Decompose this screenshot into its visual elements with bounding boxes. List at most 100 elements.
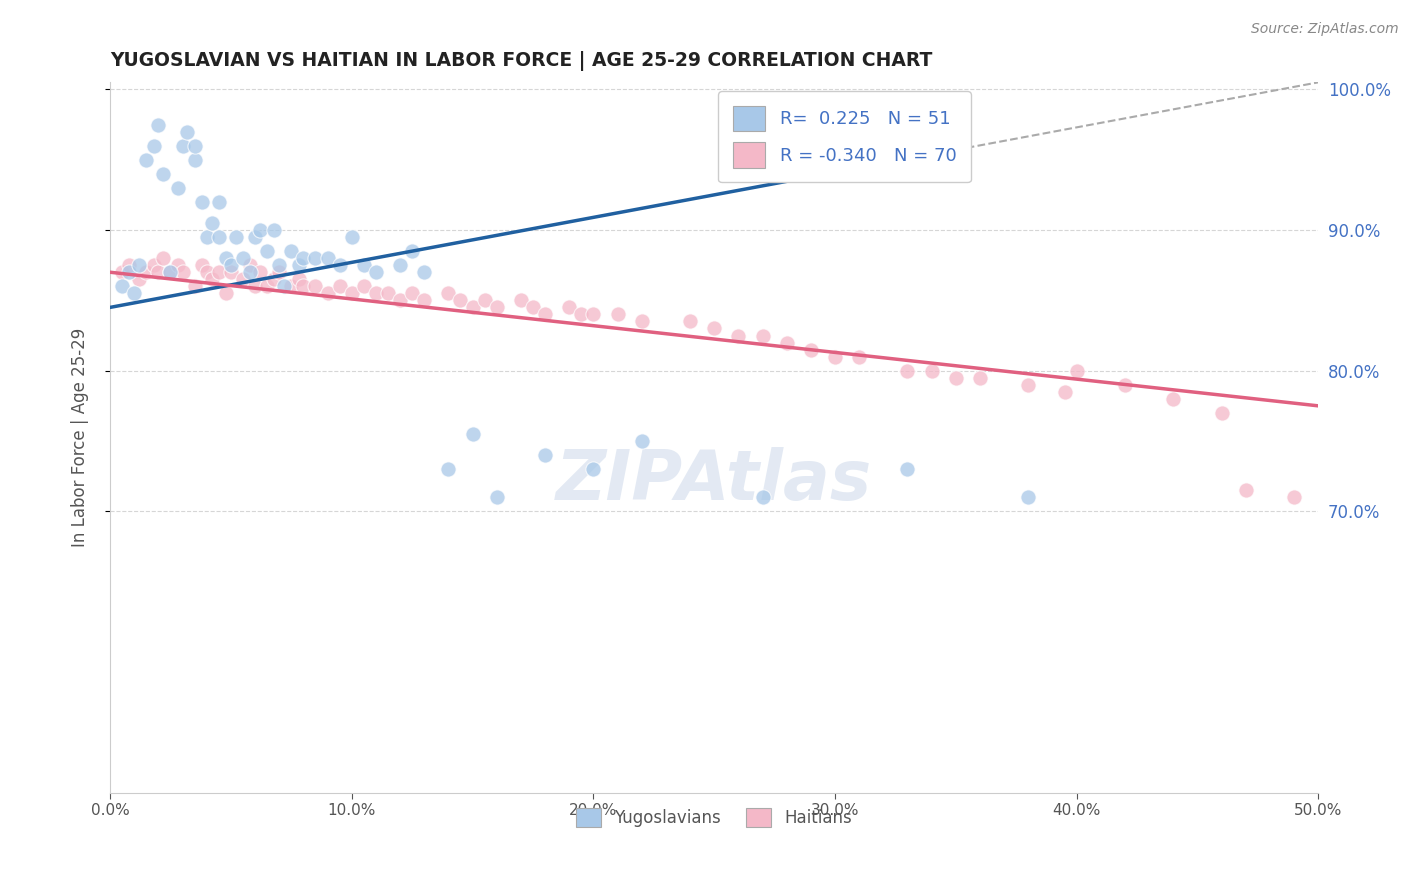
Point [256,244,278,259]
Point [896,364,918,378]
Point [461,427,484,442]
Point [122,286,145,301]
Point [128,272,150,286]
Point [195,230,218,244]
Point [353,258,375,272]
Point [630,314,652,328]
Point [215,251,238,265]
Point [225,230,247,244]
Point [232,251,254,265]
Point [148,265,170,279]
Text: ZIPAtlas: ZIPAtlas [555,447,872,514]
Point [142,258,165,272]
Point [1017,377,1039,392]
Point [195,265,218,279]
Point [582,307,605,321]
Point [249,223,271,237]
Point [269,258,291,272]
Point [1066,364,1088,378]
Point [263,223,285,237]
Point [172,265,194,279]
Point [135,153,157,167]
Point [183,279,205,293]
Point [1234,483,1257,498]
Point [256,279,278,293]
Point [485,301,508,315]
Point [208,194,231,209]
Point [208,265,231,279]
Point [208,230,231,244]
Point [776,335,799,350]
Point [239,265,262,279]
Point [304,279,326,293]
Point [219,258,242,272]
Point [340,286,363,301]
Point [239,258,262,272]
Point [316,251,339,265]
Point [1282,490,1305,504]
Point [800,343,823,357]
Point [437,286,460,301]
Point [152,251,174,265]
Point [389,293,412,308]
Point [848,350,870,364]
Point [364,265,387,279]
Point [1161,392,1184,406]
Point [679,314,702,328]
Point [172,138,194,153]
Point [329,258,352,272]
Point [401,244,423,259]
Point [269,265,291,279]
Point [287,272,309,286]
Point [824,350,846,364]
Point [630,434,652,448]
Point [232,272,254,286]
Point [727,328,749,343]
Point [118,258,141,272]
Point [751,328,773,343]
Point [364,286,387,301]
Point [111,265,134,279]
Y-axis label: In Labor Force | Age 25-29: In Labor Force | Age 25-29 [72,328,89,547]
Point [280,244,302,259]
Point [377,286,399,301]
Point [200,216,222,230]
Point [401,286,423,301]
Point [128,258,150,272]
Text: Source: ZipAtlas.com: Source: ZipAtlas.com [1251,22,1399,37]
Text: YUGOSLAVIAN VS HAITIAN IN LABOR FORCE | AGE 25-29 CORRELATION CHART: YUGOSLAVIAN VS HAITIAN IN LABOR FORCE | … [110,51,932,70]
Point [353,279,375,293]
Point [183,153,205,167]
Point [280,279,302,293]
Point [292,279,315,293]
Point [569,307,592,321]
Point [461,301,484,315]
Point [606,307,628,321]
Point [118,265,141,279]
Point [582,462,605,476]
Point [148,118,170,132]
Point [329,279,352,293]
Point [945,370,967,384]
Point [1017,490,1039,504]
Point [152,167,174,181]
Point [340,230,363,244]
Point [249,265,271,279]
Point [159,265,181,279]
Point [191,194,214,209]
Point [166,258,188,272]
Point [969,370,991,384]
Point [292,251,315,265]
Point [243,279,266,293]
Point [1114,377,1136,392]
Point [183,138,205,153]
Point [176,125,198,139]
Point [449,293,471,308]
Point [1053,384,1076,399]
Point [389,258,412,272]
Point [287,258,309,272]
Point [243,230,266,244]
Point [166,181,188,195]
Point [437,462,460,476]
Point [200,272,222,286]
